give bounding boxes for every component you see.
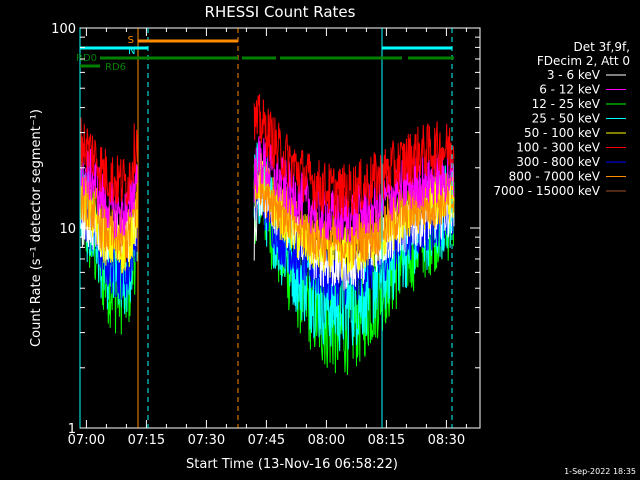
legend-entry-label: 300 - 800 keV xyxy=(516,155,600,169)
flag-label: RD0 xyxy=(76,53,97,64)
flag-bars: SN RD0 RD6 xyxy=(76,35,454,73)
generated-timestamp: 1-Sep-2022 18:35 xyxy=(564,467,636,476)
legend-entry-label: 12 - 25 keV xyxy=(532,97,601,111)
x-tick-label: 08:15 xyxy=(368,433,405,448)
flag-label: RD6 xyxy=(105,62,126,73)
y-tick-label: 100 xyxy=(51,22,76,37)
legend-header-line-1: Det 3f,9f, xyxy=(574,40,631,54)
y-tick-label: 1 xyxy=(68,422,76,437)
flag-label: S xyxy=(128,35,134,46)
flag-bar xyxy=(382,46,452,50)
flag-label: N xyxy=(128,46,135,57)
series-layer xyxy=(79,94,455,376)
flag-bar xyxy=(100,56,238,60)
flag-bar xyxy=(80,46,148,50)
y-axis-label: Count Rate (s⁻¹ detector segment⁻¹) xyxy=(29,109,44,347)
chart-title: RHESSI Count Rates xyxy=(205,3,356,21)
legend-entry-label: 100 - 300 keV xyxy=(516,141,600,155)
legend-entry-label: 25 - 50 keV xyxy=(532,112,601,126)
vertical-marker-lines xyxy=(79,28,453,428)
legend-entry-label: 7000 - 15000 keV xyxy=(493,184,600,198)
flag-bar xyxy=(138,39,238,43)
series-line xyxy=(79,94,455,219)
x-tick-label: 07:00 xyxy=(68,433,105,448)
axis-ticks: 07:00 07:15 07:30 07:45 08:00 08:15 08:30 1 10 10… xyxy=(51,22,480,448)
x-tick-label: 07:15 xyxy=(128,433,165,448)
flag-bar xyxy=(280,56,402,60)
legend-entry-label: 800 - 7000 keV xyxy=(509,170,601,184)
flag-bar xyxy=(80,64,100,68)
y-tick-label: 10 xyxy=(59,222,76,237)
legend-header-line-2: FDecim 2, Att 0 xyxy=(537,54,630,68)
x-tick-label: 07:45 xyxy=(248,433,285,448)
legend-entry-label: 6 - 12 keV xyxy=(539,83,601,97)
legend-entry-label: 50 - 100 keV xyxy=(524,126,601,140)
flag-bar xyxy=(242,56,276,60)
x-axis-label: Start Time (13-Nov-16 06:58:22) xyxy=(186,457,398,472)
x-tick-label: 07:30 xyxy=(188,433,225,448)
legend-entry-label: 3 - 6 keV xyxy=(547,68,601,82)
x-tick-label: 08:30 xyxy=(428,433,465,448)
flag-bar xyxy=(408,56,454,60)
x-tick-label: 08:00 xyxy=(308,433,345,448)
